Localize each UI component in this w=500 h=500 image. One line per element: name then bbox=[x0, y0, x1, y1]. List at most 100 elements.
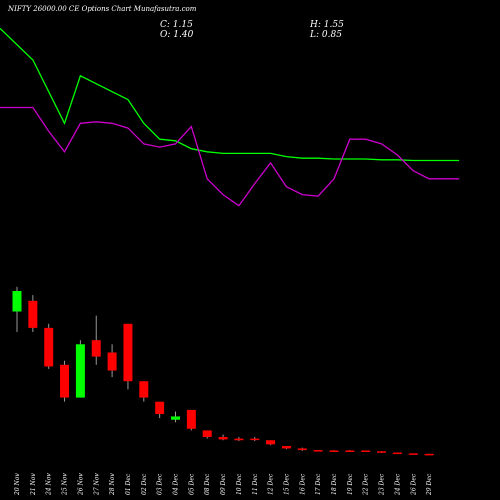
candle bbox=[139, 381, 149, 402]
x-tick-label: 23 Dec bbox=[379, 473, 386, 496]
x-tick-label: 21 Nov bbox=[30, 473, 37, 496]
x-tick-label: 08 Dec bbox=[204, 473, 211, 495]
x-tick-label: 19 Dec bbox=[347, 473, 354, 495]
chart-title: NIFTY 26000.00 CE Options Chart Munafasu… bbox=[8, 5, 197, 13]
candle bbox=[266, 440, 276, 446]
high-value: 1.55 bbox=[323, 20, 344, 30]
x-tick-label: 20 Nov bbox=[14, 473, 21, 496]
candle-body bbox=[12, 291, 22, 312]
candle-body bbox=[202, 430, 212, 437]
candle-body bbox=[297, 448, 307, 451]
candle-body bbox=[139, 381, 149, 398]
x-tick-label: 26 Nov bbox=[77, 473, 84, 496]
x-tick-label: 12 Dec bbox=[268, 473, 275, 495]
x-tick-label: 03 Dec bbox=[157, 473, 164, 495]
candle-body bbox=[361, 450, 371, 452]
x-tick-label: 24 Dec bbox=[394, 473, 401, 496]
candle-body bbox=[171, 416, 180, 420]
oscillator-line bbox=[0, 106, 460, 207]
candle bbox=[123, 323, 133, 390]
candle bbox=[218, 434, 228, 441]
candle-body bbox=[234, 438, 244, 441]
candle-body bbox=[345, 450, 355, 452]
candle-body bbox=[313, 450, 323, 452]
x-tick-label: 26 Dec bbox=[410, 473, 417, 496]
candle bbox=[12, 286, 22, 332]
candle-body bbox=[424, 453, 434, 456]
x-tick-label: 24 Nov bbox=[46, 473, 53, 496]
candle bbox=[186, 409, 196, 431]
open-label: O: bbox=[160, 30, 171, 40]
candle bbox=[155, 401, 165, 419]
candle-body bbox=[377, 451, 387, 453]
candle bbox=[250, 436, 260, 442]
high-readout: H: 1.55 bbox=[310, 20, 344, 30]
candle-body bbox=[266, 440, 276, 445]
candle bbox=[392, 452, 402, 455]
close-label: C: bbox=[160, 20, 170, 30]
x-tick-label: 27 Nov bbox=[93, 473, 100, 496]
x-tick-label: 29 Dec bbox=[426, 473, 433, 496]
x-tick-label: 25 Nov bbox=[62, 473, 69, 496]
candle bbox=[408, 453, 418, 455]
candle bbox=[361, 450, 371, 452]
low-label: L: bbox=[310, 30, 320, 40]
candle-body bbox=[60, 364, 70, 398]
candle-body bbox=[123, 323, 133, 382]
candle-body bbox=[218, 436, 228, 440]
x-tick-label: 28 Nov bbox=[109, 473, 116, 496]
x-tick-label: 15 Dec bbox=[283, 473, 290, 495]
open-readout: O: 1.40 bbox=[160, 30, 193, 40]
x-tick-label: 10 Dec bbox=[236, 473, 243, 495]
candle bbox=[107, 344, 117, 378]
candle bbox=[28, 295, 38, 332]
candle bbox=[171, 411, 180, 423]
candle bbox=[91, 315, 101, 365]
candle bbox=[377, 451, 387, 453]
close-readout: C: 1.15 bbox=[160, 20, 193, 30]
high-label: H: bbox=[310, 20, 321, 30]
low-readout: L: 0.85 bbox=[310, 30, 342, 40]
x-tick-label: 11 Dec bbox=[252, 473, 259, 495]
candle-body bbox=[250, 438, 260, 441]
low-value: 0.85 bbox=[321, 30, 342, 40]
candle bbox=[281, 445, 291, 450]
x-tick-label: 01 Dec bbox=[125, 473, 132, 495]
candle-body bbox=[155, 401, 165, 414]
candle bbox=[329, 450, 339, 452]
candle-body bbox=[28, 300, 38, 328]
x-tick-label: 04 Dec bbox=[173, 473, 180, 495]
candle bbox=[60, 360, 70, 402]
candle bbox=[297, 447, 307, 451]
candle bbox=[424, 453, 434, 456]
candlestick-panel bbox=[12, 286, 434, 456]
candle bbox=[234, 436, 244, 442]
candle-body bbox=[107, 352, 117, 371]
x-tick-label: 02 Dec bbox=[141, 473, 148, 495]
x-tick-label: 09 Dec bbox=[220, 473, 227, 495]
candle bbox=[345, 450, 355, 452]
candle bbox=[75, 340, 85, 398]
x-tick-label: 22 Dec bbox=[363, 473, 370, 496]
candle-body bbox=[44, 327, 54, 367]
x-tick-label: 18 Dec bbox=[331, 473, 338, 495]
x-axis: 20 Nov 21 Nov 24 Nov 25 Nov 26 Nov 27 Nov 28 N… bbox=[14, 473, 433, 496]
candle-body bbox=[186, 409, 196, 429]
candle bbox=[313, 450, 323, 452]
candle bbox=[202, 430, 212, 439]
candle-body bbox=[392, 452, 402, 455]
close-value: 1.15 bbox=[172, 20, 193, 30]
candle-body bbox=[75, 344, 85, 398]
x-tick-label: 05 Dec bbox=[188, 473, 195, 495]
open-value: 1.40 bbox=[173, 30, 194, 40]
candle-body bbox=[91, 340, 101, 357]
candle bbox=[44, 323, 54, 369]
x-tick-label: 16 Dec bbox=[299, 473, 306, 495]
candle-body bbox=[408, 453, 418, 455]
indicator-panel bbox=[0, 27, 460, 207]
moving-average-line bbox=[0, 27, 460, 162]
candle-body bbox=[329, 450, 339, 452]
x-tick-label: 17 Dec bbox=[315, 473, 322, 495]
candle-body bbox=[281, 445, 291, 449]
